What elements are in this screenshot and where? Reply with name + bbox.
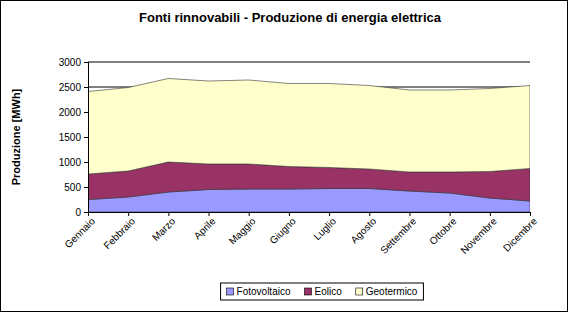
tick-mark — [84, 137, 88, 138]
tick-label: 2500 — [59, 82, 82, 93]
legend-item: Fotovoltaico — [227, 286, 291, 297]
tick: 1500 — [59, 132, 88, 143]
grid — [88, 62, 530, 212]
tick: 2500 — [59, 82, 88, 93]
tick: 2000 — [59, 107, 88, 118]
tick-label: 3000 — [59, 57, 82, 68]
tick: Maggio — [227, 212, 258, 247]
tick: Dicembre — [501, 212, 539, 254]
tick: 0 — [75, 207, 88, 218]
chart-frame — [1, 1, 568, 312]
tick-label: 2000 — [59, 107, 82, 118]
tick-mark — [84, 87, 88, 88]
tick: Luglio — [311, 212, 338, 242]
tick: Marzo — [150, 212, 178, 243]
tick-label: Gennaio — [62, 215, 97, 250]
tick: 3000 — [59, 57, 88, 68]
legend-swatch — [227, 288, 234, 295]
legend-label: Eolico — [314, 286, 342, 297]
legend-item: Eolico — [304, 286, 342, 297]
tick-label: Dicembre — [501, 215, 539, 253]
grid-line — [88, 62, 530, 63]
tick: Febbraio — [101, 212, 137, 251]
x-axis: GennaioFebbraio Marzo Aprile Maggio Giugno Lu… — [62, 212, 539, 256]
tick: Aprile — [192, 212, 218, 241]
tick-label: Giugno — [267, 215, 298, 246]
tick-mark — [84, 187, 88, 188]
plot-area — [88, 79, 530, 213]
tick: 500 — [64, 182, 88, 193]
tick: Agosto — [348, 212, 378, 245]
tick-label: 0 — [75, 207, 81, 218]
tick: Novembre — [458, 212, 499, 256]
chart: Fonti rinnovabili - Produzione di energi… — [0, 0, 568, 312]
legend-swatch — [304, 288, 311, 295]
tick-label: Maggio — [227, 215, 258, 246]
tick-label: 1000 — [59, 157, 82, 168]
tick-label: Luglio — [311, 215, 338, 242]
tick-mark — [84, 112, 88, 113]
tick-label: Ottobre — [427, 215, 459, 247]
legend-swatch — [356, 288, 363, 295]
tick: Gennaio — [62, 212, 97, 250]
tick-mark — [84, 162, 88, 163]
tick-label: Agosto — [348, 215, 378, 245]
legend-item: Geotermico — [356, 286, 418, 297]
tick: Settembre — [378, 212, 419, 256]
tick: Ottobre — [427, 212, 459, 247]
tick-label: Marzo — [150, 215, 178, 243]
legend-label: Fotovoltaico — [237, 286, 291, 297]
tick-label: Aprile — [192, 215, 218, 241]
tick-mark — [84, 62, 88, 63]
legend-frame — [221, 283, 424, 300]
axis-line — [89, 213, 531, 217]
tick-label: 1500 — [59, 132, 82, 143]
legend-label: Geotermico — [366, 286, 418, 297]
legend: Fotovoltaico Eolico Geotermico — [221, 283, 424, 300]
y-axis: 0 500 1000 1500 2000 2500 3000 — [59, 57, 89, 218]
tick-mark — [84, 212, 88, 213]
tick-label: Novembre — [458, 215, 499, 256]
area — [88, 79, 530, 175]
axis-line — [84, 63, 89, 213]
chart-title: Fonti rinnovabili - Produzione di energi… — [139, 10, 442, 25]
tick-label: Febbraio — [101, 215, 137, 251]
tick: Giugno — [267, 212, 298, 246]
y-axis-title: Produzione [MWh] — [10, 88, 22, 185]
tick-label: Settembre — [378, 215, 419, 256]
tick: 1000 — [59, 157, 88, 168]
tick-label: 500 — [64, 182, 81, 193]
